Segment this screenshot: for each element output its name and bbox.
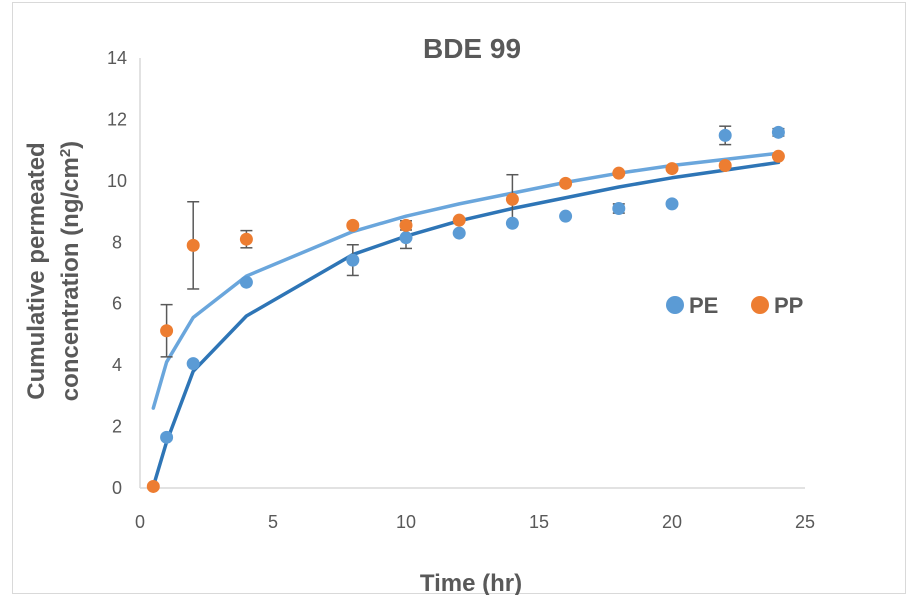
y-axis-title-line2: concentration (ng/cm2): [57, 141, 85, 401]
pe-data-point: [346, 253, 360, 267]
pp-data-point: [612, 166, 626, 180]
pp-data-point: [160, 324, 174, 338]
y-axis-title-close: ): [57, 141, 84, 149]
legend-pe-marker: [666, 296, 684, 314]
pe-data-point: [505, 216, 519, 230]
y-tick-label: 6: [112, 294, 122, 314]
pe-data-point: [771, 125, 785, 139]
y-axis-title-main: concentration (ng/cm: [57, 157, 84, 401]
pe-data-point: [718, 128, 732, 142]
data-point-layer: [146, 125, 785, 493]
pe-data-point: [186, 357, 200, 371]
pp-data-point: [346, 218, 360, 232]
y-tick-label: 4: [112, 355, 122, 375]
pp-data-point: [718, 159, 732, 172]
pe-data-point: [665, 197, 679, 211]
pe-data-point: [399, 231, 413, 245]
pe-data-point: [160, 430, 174, 444]
legend-pp-label: PP: [774, 293, 803, 318]
trendline-layer: [151, 151, 781, 489]
y-tick-label: 0: [112, 478, 122, 498]
pe-data-point: [452, 226, 466, 240]
pp-data-point: [771, 149, 785, 163]
x-tick-label: 5: [268, 512, 278, 532]
y-tick-label: 14: [107, 48, 127, 68]
pp-data-point: [146, 479, 160, 493]
pp-data-point: [505, 192, 519, 206]
pe-data-point: [239, 275, 253, 289]
pp-data-point: [665, 162, 679, 176]
y-axis-title-line1: Cumulative permeated: [23, 142, 50, 399]
pp-data-point: [452, 213, 466, 227]
legend: PE PP: [666, 293, 803, 318]
pp-data-point: [239, 232, 253, 246]
axes-layer: 0 2 4 6 8 10 12 14 0 5 10 15 20 25: [107, 48, 815, 532]
x-tick-label: 0: [135, 512, 145, 532]
pp-data-point: [399, 218, 413, 232]
legend-pe-label: PE: [689, 293, 718, 318]
x-tick-label: 20: [662, 512, 682, 532]
pe-data-point: [612, 202, 626, 215]
pe-data-point: [559, 209, 573, 223]
pp-data-point: [186, 238, 200, 252]
chart-title: BDE 99: [423, 33, 521, 64]
x-tick-label: 15: [529, 512, 549, 532]
y-tick-label: 2: [112, 417, 122, 437]
x-tick-label: 10: [396, 512, 416, 532]
y-axis-title-superscript: 2: [57, 149, 74, 157]
y-tick-label: 8: [112, 232, 122, 252]
y-tick-label: 10: [107, 171, 127, 191]
pe-trendline: [151, 160, 781, 489]
y-tick-label: 12: [107, 109, 127, 129]
x-tick-label: 25: [795, 512, 815, 532]
error-bar-layer: [160, 125, 785, 358]
pp-data-point: [559, 176, 573, 190]
x-axis-title: Time (hr): [420, 570, 522, 595]
legend-pp-marker: [751, 296, 769, 314]
